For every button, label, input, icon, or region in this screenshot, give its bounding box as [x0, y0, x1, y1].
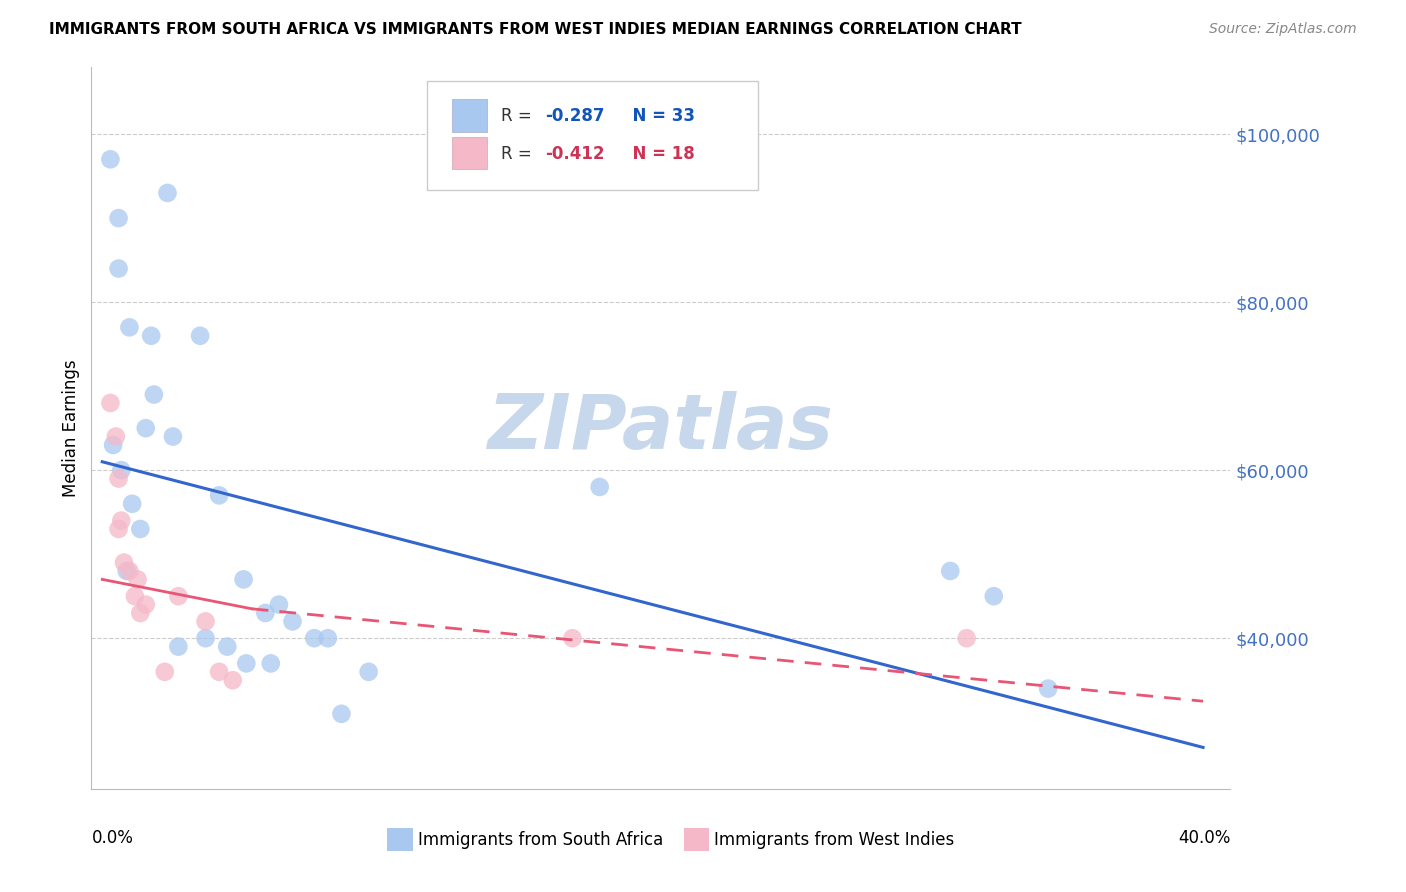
Point — [208, 488, 231, 502]
Point — [167, 640, 190, 654]
Point — [100, 153, 122, 167]
Point — [316, 631, 339, 645]
Point — [281, 615, 304, 629]
Point — [107, 211, 129, 226]
Point — [153, 665, 176, 679]
Point — [142, 387, 165, 401]
Text: IMMIGRANTS FROM SOUTH AFRICA VS IMMIGRANTS FROM WEST INDIES MEDIAN EARNINGS CORR: IMMIGRANTS FROM SOUTH AFRICA VS IMMIGRAN… — [49, 22, 1022, 37]
Point — [194, 631, 217, 645]
Point — [107, 472, 129, 486]
Point — [118, 564, 141, 578]
Point — [129, 606, 152, 620]
Point — [156, 186, 179, 200]
Point — [561, 631, 583, 645]
Point — [101, 438, 124, 452]
Point — [357, 665, 380, 679]
Point — [100, 396, 122, 410]
Point — [107, 522, 129, 536]
Point — [110, 514, 132, 528]
Point — [232, 573, 254, 587]
Point — [104, 429, 127, 443]
Bar — [388, 828, 412, 851]
Text: 40.0%: 40.0% — [1178, 830, 1230, 847]
Bar — [453, 99, 486, 132]
Point — [112, 556, 135, 570]
Point — [188, 328, 211, 343]
Point — [118, 320, 141, 334]
Text: R =: R = — [502, 145, 537, 162]
Point — [162, 429, 184, 443]
Point — [115, 564, 138, 578]
Text: Source: ZipAtlas.com: Source: ZipAtlas.com — [1209, 22, 1357, 37]
Point — [135, 421, 157, 435]
Point — [304, 631, 326, 645]
Text: ZIPatlas: ZIPatlas — [488, 392, 834, 465]
Point — [127, 573, 149, 587]
Point — [267, 598, 290, 612]
Text: Immigrants from West Indies: Immigrants from West Indies — [714, 831, 955, 849]
Point — [107, 261, 129, 276]
FancyBboxPatch shape — [427, 81, 758, 190]
Text: N = 18: N = 18 — [621, 145, 695, 162]
Point — [939, 564, 962, 578]
Point — [983, 589, 1005, 603]
Bar — [683, 828, 709, 851]
Text: R =: R = — [502, 107, 537, 125]
Text: -0.412: -0.412 — [544, 145, 605, 162]
Point — [955, 631, 977, 645]
Point — [235, 657, 257, 671]
Point — [208, 665, 231, 679]
Point — [330, 706, 353, 721]
Bar — [453, 137, 486, 169]
Point — [254, 606, 277, 620]
Point — [217, 640, 239, 654]
Point — [260, 657, 283, 671]
Point — [1036, 681, 1059, 696]
Text: Immigrants from South Africa: Immigrants from South Africa — [418, 831, 664, 849]
Text: 0.0%: 0.0% — [91, 830, 134, 847]
Point — [124, 589, 146, 603]
Text: N = 33: N = 33 — [621, 107, 695, 125]
Point — [141, 328, 163, 343]
Point — [194, 615, 217, 629]
Point — [110, 463, 132, 477]
Point — [135, 598, 157, 612]
Point — [129, 522, 152, 536]
Y-axis label: Median Earnings: Median Earnings — [62, 359, 80, 497]
Point — [589, 480, 612, 494]
Point — [167, 589, 190, 603]
Text: -0.287: -0.287 — [544, 107, 605, 125]
Point — [121, 497, 143, 511]
Point — [222, 673, 245, 688]
